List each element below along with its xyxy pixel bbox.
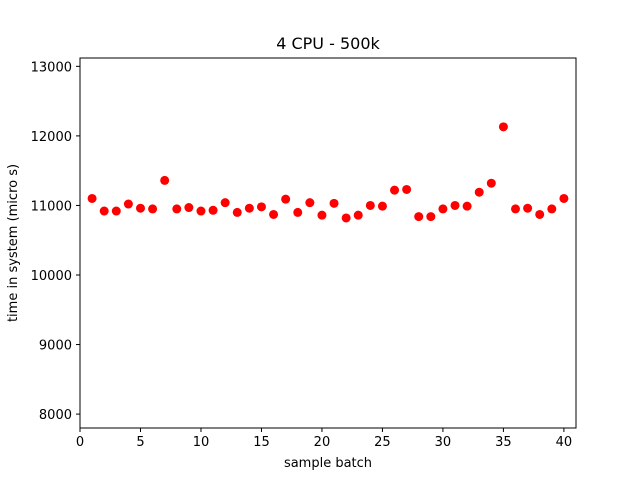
x-tick-label: 20 (314, 435, 331, 450)
data-point (341, 213, 351, 223)
data-point (184, 203, 194, 213)
data-point (377, 201, 387, 211)
points-layer (87, 122, 569, 223)
data-point (402, 184, 412, 194)
data-point (365, 200, 375, 210)
x-tick-label: 30 (435, 435, 452, 450)
y-tick-label: 10000 (31, 269, 72, 284)
data-point (353, 210, 363, 220)
data-point (547, 204, 557, 214)
data-point (196, 206, 206, 216)
data-point (232, 207, 242, 217)
data-point (329, 198, 339, 208)
plot-frame (79, 57, 577, 429)
x-tick-label: 40 (556, 435, 573, 450)
data-point (559, 193, 569, 203)
data-point (462, 201, 472, 211)
data-point (523, 203, 533, 213)
data-point (148, 204, 158, 214)
data-point (135, 203, 145, 213)
y-tick-label: 9000 (39, 339, 72, 354)
y-axis-label: time in system (micro s) (6, 164, 21, 322)
y-tick-label: 11000 (31, 199, 72, 214)
data-point (99, 206, 109, 216)
data-point (293, 207, 303, 217)
data-point (390, 185, 400, 195)
x-tick-label: 0 (76, 435, 84, 450)
data-point (511, 204, 521, 214)
data-point (317, 210, 327, 220)
data-point (281, 194, 291, 204)
data-point (450, 200, 460, 210)
chart-title: 4 CPU - 500k (276, 34, 380, 53)
data-point (426, 212, 436, 222)
plot-area (80, 58, 576, 428)
data-point (269, 209, 279, 219)
data-point (111, 206, 121, 216)
data-point (220, 198, 230, 208)
x-axis-label: sample batch (284, 456, 372, 471)
x-tick-label: 10 (193, 435, 210, 450)
y-tick-label: 13000 (31, 60, 72, 75)
y-tick-label: 8000 (39, 408, 72, 423)
data-point (208, 205, 218, 215)
data-point (535, 209, 545, 219)
data-point (438, 204, 448, 214)
x-tick-label: 15 (253, 435, 270, 450)
y-tick-label: 12000 (31, 130, 72, 145)
x-tick-label: 35 (495, 435, 512, 450)
data-point (474, 187, 484, 197)
data-point (160, 175, 170, 185)
data-point (123, 199, 133, 209)
x-tick-label: 5 (136, 435, 144, 450)
x-tick-label: 25 (374, 435, 391, 450)
data-point (486, 178, 496, 188)
data-point (498, 122, 508, 132)
data-point (414, 212, 424, 222)
data-point (256, 202, 266, 212)
ticks-layer: 0 5 10 15 20 25 30 35 40 8000 9000 10000 11000 12000 1… (31, 60, 573, 450)
data-point (305, 198, 315, 208)
data-point (87, 193, 97, 203)
data-point (172, 204, 182, 214)
data-point (244, 203, 254, 213)
